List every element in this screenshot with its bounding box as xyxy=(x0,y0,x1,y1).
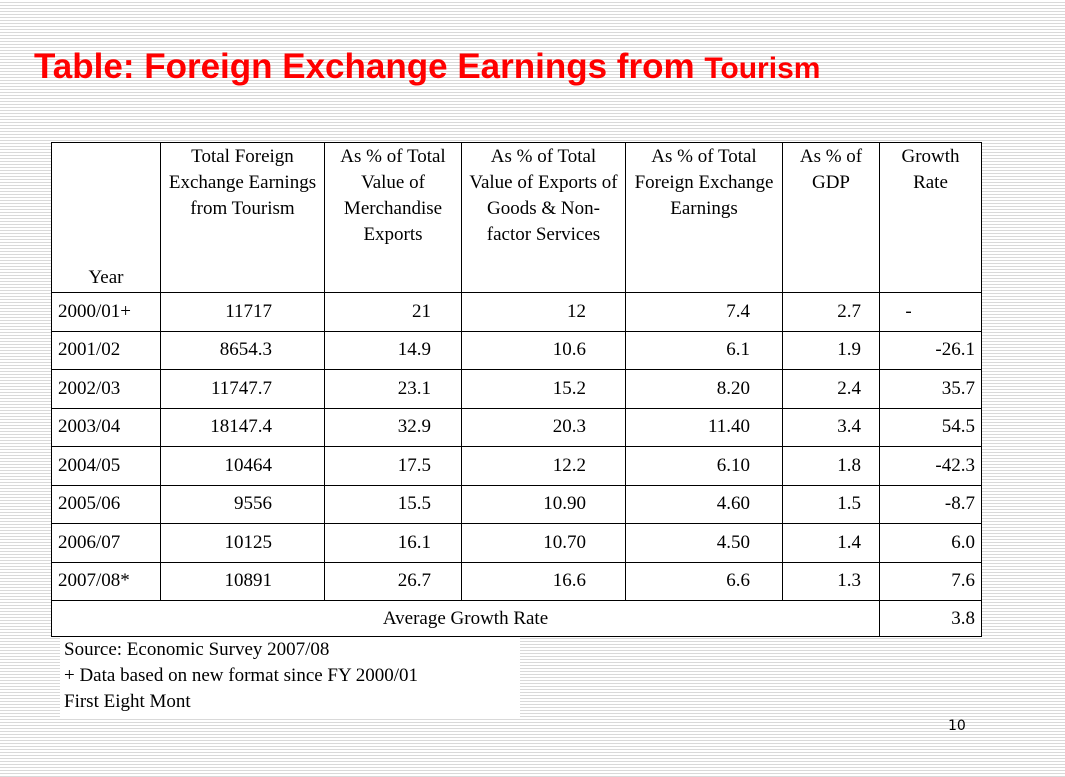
cell-pct-forex-earnings: 6.10 xyxy=(625,446,783,486)
cell-pct-gdp: 1.8 xyxy=(782,446,880,486)
column-header-growth-rate: Growth Rate xyxy=(879,142,982,293)
cell-growth-rate: 35.7 xyxy=(879,369,982,409)
cell-pct-goods-services-exports: 10.6 xyxy=(461,330,626,370)
column-header-pct-gdp: As % of GDP xyxy=(782,142,880,293)
cell-pct-goods-services-exports: 12.2 xyxy=(461,446,626,486)
cell-growth-rate: -26.1 xyxy=(879,330,982,370)
cell-growth-rate: 7.6 xyxy=(879,561,982,601)
cell-pct-merchandise-exports: 14.9 xyxy=(324,330,462,370)
cell-pct-goods-services-exports: 15.2 xyxy=(461,369,626,409)
cell-pct-goods-services-exports: 10.70 xyxy=(461,523,626,563)
column-header-year: Year xyxy=(51,142,161,293)
cell-pct-forex-earnings: 8.20 xyxy=(625,369,783,409)
table-row: 2004/05 10464 17.5 12.2 6.10 1.8 -42.3 xyxy=(51,446,982,486)
cell-year: 2003/04 xyxy=(51,407,161,447)
forex-earnings-table: Year Total Foreign Exchange Earnings fro… xyxy=(51,142,982,637)
cell-pct-goods-services-exports: 12 xyxy=(461,292,626,332)
note-line: First Eight Mont xyxy=(64,691,191,712)
cell-pct-goods-services-exports: 16.6 xyxy=(461,561,626,601)
cell-year: 2006/07 xyxy=(51,523,161,563)
table-body: 2000/01+ 11717 21 12 7.4 2.7-2001/02 8654.3 14.… xyxy=(51,292,982,637)
cell-growth-rate: -42.3 xyxy=(879,446,982,486)
cell-pct-gdp: 2.4 xyxy=(782,369,880,409)
cell-total-earnings: 11717 xyxy=(160,292,325,332)
table-notes: Source: Economic Survey 2007/08 + Data ba… xyxy=(60,637,520,717)
cell-pct-goods-services-exports: 20.3 xyxy=(461,407,626,447)
cell-pct-forex-earnings: 6.6 xyxy=(625,561,783,601)
note-line: + Data based on new format since FY 2000… xyxy=(64,665,419,686)
cell-pct-forex-earnings: 4.60 xyxy=(625,484,783,524)
cell-total-earnings: 18147.4 xyxy=(160,407,325,447)
table-row: 2003/04 18147.4 32.9 20.3 11.40 3.4 54.5 xyxy=(51,407,982,447)
cell-pct-gdp: 1.9 xyxy=(782,330,880,370)
cell-total-earnings: 8654.3 xyxy=(160,330,325,370)
cell-growth-rate: -8.7 xyxy=(879,484,982,524)
cell-pct-merchandise-exports: 17.5 xyxy=(324,446,462,486)
cell-growth-rate: 54.5 xyxy=(879,407,982,447)
cell-pct-forex-earnings: 6.1 xyxy=(625,330,783,370)
cell-pct-gdp: 1.4 xyxy=(782,523,880,563)
page-number: 10 xyxy=(948,718,966,734)
cell-pct-gdp: 1.3 xyxy=(782,561,880,601)
table-row: 2000/01+ 11717 21 12 7.4 2.7- xyxy=(51,292,982,332)
slide-title-tail: Tourism xyxy=(704,52,821,85)
cell-pct-merchandise-exports: 32.9 xyxy=(324,407,462,447)
slide-title: Table: Foreign Exchange Earnings from To… xyxy=(34,44,820,92)
column-header-total-earnings: Total Foreign Exchange Earnings from Tou… xyxy=(160,142,325,293)
cell-growth-rate: - xyxy=(879,292,982,332)
cell-pct-gdp: 1.5 xyxy=(782,484,880,524)
table-row: 2006/07 10125 16.1 10.70 4.50 1.4 6.0 xyxy=(51,523,982,563)
table-row: 2007/08* 10891 26.7 16.6 6.6 1.3 7.6 xyxy=(51,561,982,601)
cell-pct-gdp: 2.7 xyxy=(782,292,880,332)
cell-year: 2002/03 xyxy=(51,369,161,409)
cell-total-earnings: 11747.7 xyxy=(160,369,325,409)
cell-pct-merchandise-exports: 23.1 xyxy=(324,369,462,409)
cell-pct-merchandise-exports: 26.7 xyxy=(324,561,462,601)
cell-growth-rate: 6.0 xyxy=(879,523,982,563)
average-growth-label: Average Growth Rate xyxy=(51,600,880,637)
table-header-row: Year Total Foreign Exchange Earnings fro… xyxy=(51,142,982,293)
cell-pct-gdp: 3.4 xyxy=(782,407,880,447)
cell-year: 2005/06 xyxy=(51,484,161,524)
cell-total-earnings: 10891 xyxy=(160,561,325,601)
cell-pct-merchandise-exports: 21 xyxy=(324,292,462,332)
column-header-pct-forex-earnings: As % of Total Foreign Exchange Earnings xyxy=(625,142,783,293)
table-row: 2002/03 11747.7 23.1 15.2 8.20 2.4 35.7 xyxy=(51,369,982,409)
cell-year: 2004/05 xyxy=(51,446,161,486)
cell-total-earnings: 9556 xyxy=(160,484,325,524)
table-panel: Year Total Foreign Exchange Earnings fro… xyxy=(51,142,982,637)
cell-pct-forex-earnings: 11.40 xyxy=(625,407,783,447)
cell-pct-forex-earnings: 7.4 xyxy=(625,292,783,332)
cell-year: 2007/08* xyxy=(51,561,161,601)
column-header-pct-merchandise-exports: As % of Total Value of Merchandise Expor… xyxy=(324,142,462,293)
cell-total-earnings: 10125 xyxy=(160,523,325,563)
cell-pct-forex-earnings: 4.50 xyxy=(625,523,783,563)
table-row: 2001/02 8654.3 14.9 10.6 6.1 1.9 -26.1 xyxy=(51,330,982,370)
average-growth-value: 3.8 xyxy=(879,600,982,637)
cell-year: 2001/02 xyxy=(51,330,161,370)
note-line: Source: Economic Survey 2007/08 xyxy=(64,639,330,660)
table-row: 2005/06 9556 15.5 10.90 4.60 1.5 -8.7 xyxy=(51,484,982,524)
cell-pct-merchandise-exports: 16.1 xyxy=(324,523,462,563)
slide-title-main: Table: Foreign Exchange Earnings from xyxy=(34,47,705,86)
cell-pct-merchandise-exports: 15.5 xyxy=(324,484,462,524)
average-growth-row: Average Growth Rate 3.8 xyxy=(51,600,982,637)
column-header-pct-goods-services-exports: As % of Total Value of Exports of Goods … xyxy=(461,142,626,293)
cell-year: 2000/01+ xyxy=(51,292,161,332)
cell-total-earnings: 10464 xyxy=(160,446,325,486)
cell-pct-goods-services-exports: 10.90 xyxy=(461,484,626,524)
